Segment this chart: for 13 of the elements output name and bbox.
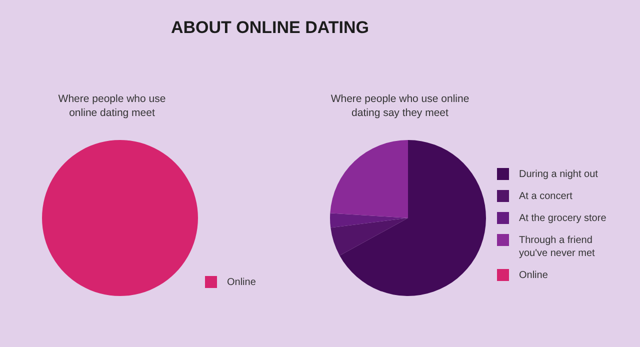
pie-slice [330,140,408,218]
chart-title: ABOUT ONLINE DATING [170,18,370,38]
chart-title: Where people who use online dating say they meet [330,92,470,120]
legend-label: Through a friend you've never met [519,234,595,260]
pie-slice [330,213,408,228]
chart-subtitle: Where people who use online dating meet [57,92,167,120]
legend-label: At a concert [519,190,572,203]
legend-label: Online [519,269,548,282]
legend-label: At the grocery store [519,212,606,225]
legend-label: During a night out [519,168,598,181]
pie-slice [330,218,408,256]
pie-slice [340,140,486,296]
legend-label: Online [227,276,256,289]
